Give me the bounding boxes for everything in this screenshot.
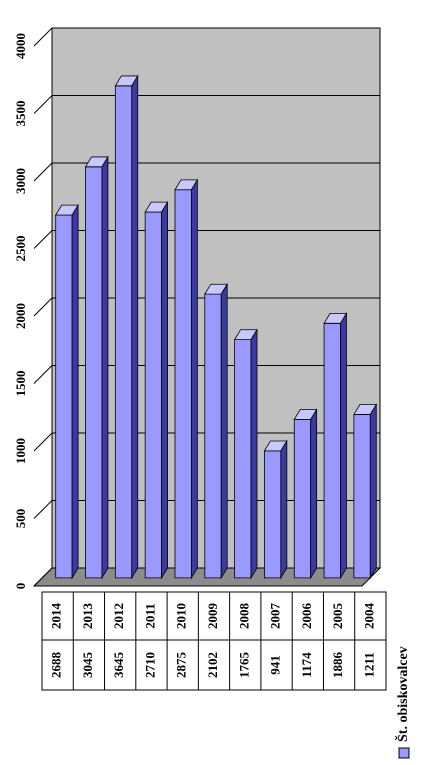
bar-2013: [84, 155, 109, 580]
bar-front: [353, 414, 371, 579]
bar-2004: [353, 403, 378, 580]
data-label: 2875: [174, 652, 189, 679]
data-label: 1174: [299, 652, 314, 678]
bar-front: [234, 339, 252, 579]
data-label: 3045: [80, 652, 95, 679]
category-label: 2010: [174, 603, 189, 629]
category-label: 2009: [205, 603, 220, 630]
bar-front: [55, 214, 73, 579]
gridline-depth: [33, 27, 53, 47]
category-label: 2006: [299, 603, 314, 630]
bar-2005: [323, 311, 348, 580]
category-label: 2011: [142, 603, 157, 628]
category-label: 2004: [361, 603, 376, 630]
bar-front: [144, 211, 162, 579]
bar-2014: [54, 203, 79, 580]
data-label: 1211: [361, 652, 376, 677]
bar-front: [204, 293, 222, 579]
bar-front: [85, 166, 103, 579]
bar-front: [323, 322, 341, 579]
bar-2009: [204, 282, 228, 580]
category-label: 2007: [268, 603, 283, 630]
bar-side: [131, 74, 139, 580]
bar-2012: [114, 74, 139, 580]
bar-front: [293, 419, 312, 579]
bar-side: [369, 403, 377, 580]
bar-side: [250, 328, 258, 580]
category-label: 2014: [49, 603, 64, 630]
bar-front: [264, 450, 282, 579]
gridline-depth: [33, 365, 53, 384]
data-table-frame: [41, 591, 387, 691]
legend: Št. obiskovalcev: [394, 646, 411, 759]
bar-2010: [174, 178, 199, 580]
category-label: 2008: [236, 603, 251, 630]
bar-2006: [293, 408, 318, 580]
bar-2007: [263, 439, 288, 580]
gridline-depth: [33, 432, 53, 452]
data-label: 2710: [142, 652, 157, 678]
data-label: 941: [268, 655, 283, 675]
value-tick-label: 1000: [13, 438, 28, 464]
bar-side: [280, 439, 288, 580]
gridline-depth: [33, 162, 53, 182]
bar-series: [54, 74, 378, 580]
bar-side: [161, 200, 168, 580]
bar-side: [101, 155, 109, 580]
bar-side: [220, 282, 228, 580]
legend-label: Št. obiskovalcev: [394, 646, 411, 742]
data-label: 1765: [236, 652, 251, 679]
data-label: 2688: [49, 652, 64, 679]
data-label: 1886: [330, 652, 345, 679]
bar-side: [340, 311, 347, 580]
category-label: 2012: [111, 603, 126, 629]
gridline-depth: [33, 567, 53, 587]
data-label: 3645: [111, 652, 126, 679]
gridline-depth: [33, 297, 53, 317]
value-tick-label: 0: [13, 583, 28, 590]
gridline-depth: [33, 230, 53, 249]
value-tick-label: 500: [13, 509, 28, 529]
gridline-depth: [33, 500, 53, 519]
bar-2008: [233, 328, 258, 580]
value-axis: 0 500 1000 1500 2000 2500 3000 3500 4000: [13, 33, 28, 589]
value-tick-label: 2500: [13, 236, 28, 262]
gridline-depth: [33, 95, 53, 114]
bar-side: [310, 408, 318, 580]
value-tick-label: 2000: [13, 303, 28, 329]
value-tick-label: 4000: [13, 33, 28, 59]
value-tick-label: 1500: [13, 371, 28, 397]
bar-side: [71, 203, 79, 580]
category-label: 2013: [80, 603, 95, 630]
bar-side: [190, 178, 198, 580]
value-tick-label: 3500: [13, 101, 28, 127]
bar-front: [174, 189, 192, 579]
legend-swatch: [398, 747, 410, 759]
value-tick-label: 3000: [13, 168, 28, 194]
data-table: 2004 1211 2005 1886 2006 1174 2007 941 2008 1765 2…: [41, 591, 387, 691]
category-label: 2005: [330, 603, 345, 630]
data-label: 2102: [205, 652, 220, 678]
bar-front: [114, 85, 133, 579]
bar-2011: [144, 200, 169, 580]
